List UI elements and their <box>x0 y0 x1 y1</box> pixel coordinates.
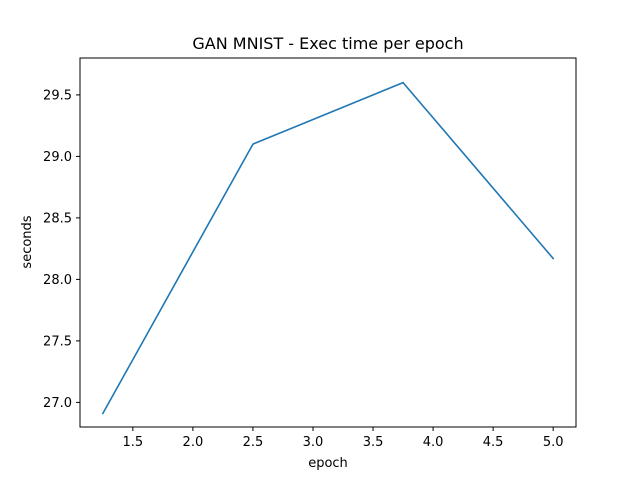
x-tick-label: 3.0 <box>303 435 324 450</box>
x-axis: 1.5 2.0 2.5 3.0 3.5 4.0 4.5 5.0 <box>122 427 564 450</box>
y-tick-label: 28.5 <box>43 211 72 226</box>
y-axis: 27.0 27.5 28.0 28.5 29.0 29.5 <box>43 88 80 411</box>
plot-area <box>79 57 577 428</box>
x-tick-label: 2.5 <box>243 435 264 450</box>
x-axis-title: epoch <box>308 456 348 471</box>
x-tick-label: 3.5 <box>363 435 384 450</box>
series-layer <box>101 81 555 415</box>
y-tick-label: 27.0 <box>43 396 72 411</box>
y-tick-label: 29.5 <box>43 88 72 103</box>
x-tick-label: 4.5 <box>483 435 504 450</box>
series-line <box>101 81 555 415</box>
y-tick-label: 28.0 <box>43 273 72 288</box>
x-tick-label: 2.0 <box>183 435 204 450</box>
x-tick-label: 4.0 <box>423 435 444 450</box>
chart-title: GAN MNIST - Exec time per epoch <box>192 34 463 53</box>
x-tick-label: 1.5 <box>122 435 143 450</box>
y-axis-title: seconds <box>20 215 35 268</box>
axes-frame <box>79 57 577 428</box>
y-tick-label: 27.5 <box>43 334 72 349</box>
x-tick-label: 5.0 <box>543 435 564 450</box>
y-tick-label: 29.0 <box>43 150 72 165</box>
